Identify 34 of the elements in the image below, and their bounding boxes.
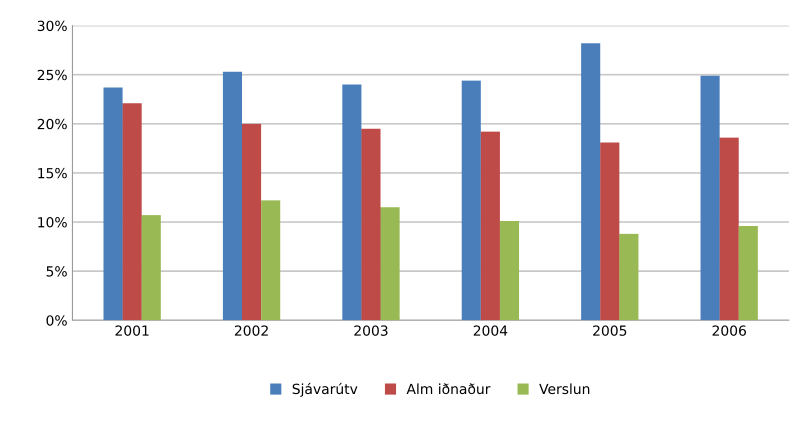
bar — [261, 200, 280, 320]
bar — [500, 221, 520, 320]
bar — [462, 80, 481, 320]
y-tick-label: 5% — [46, 266, 67, 277]
legend-label: Sjávarútv — [292, 382, 358, 397]
legend-label: Verslun — [539, 383, 590, 394]
x-tick-label: 2002 — [234, 325, 268, 336]
bar — [222, 72, 242, 320]
y-tick-label: 30% — [38, 20, 67, 32]
bar — [480, 132, 500, 320]
bar — [738, 226, 758, 320]
y-tick-label: 25% — [38, 70, 67, 80]
bar — [720, 138, 739, 320]
x-tick-label: 2001 — [116, 325, 149, 336]
y-tick-label: 15% — [38, 168, 67, 178]
bar — [103, 87, 123, 320]
legend-label: Alm iðnaður — [406, 383, 490, 394]
bar — [122, 103, 142, 320]
bar — [581, 43, 600, 320]
bar — [342, 84, 362, 320]
bar — [619, 234, 638, 320]
bar — [242, 124, 262, 320]
x-tick-label: 2003 — [354, 325, 388, 336]
bar — [142, 215, 161, 320]
y-tick-label: 0% — [46, 315, 67, 326]
y-tick-label: 20% — [38, 118, 67, 130]
bar — [361, 128, 381, 320]
x-tick-label: 2006 — [712, 325, 746, 336]
y-tick-label: 10% — [38, 217, 67, 228]
x-tick-label: 2004 — [474, 325, 508, 336]
bar — [600, 142, 620, 320]
bar — [380, 207, 400, 320]
x-tick-label: 2005 — [593, 325, 626, 336]
bar — [700, 76, 720, 320]
